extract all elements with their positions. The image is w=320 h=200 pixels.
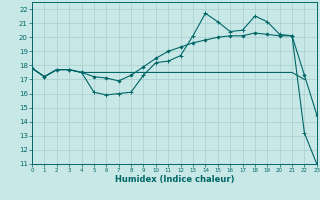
X-axis label: Humidex (Indice chaleur): Humidex (Indice chaleur) — [115, 175, 234, 184]
